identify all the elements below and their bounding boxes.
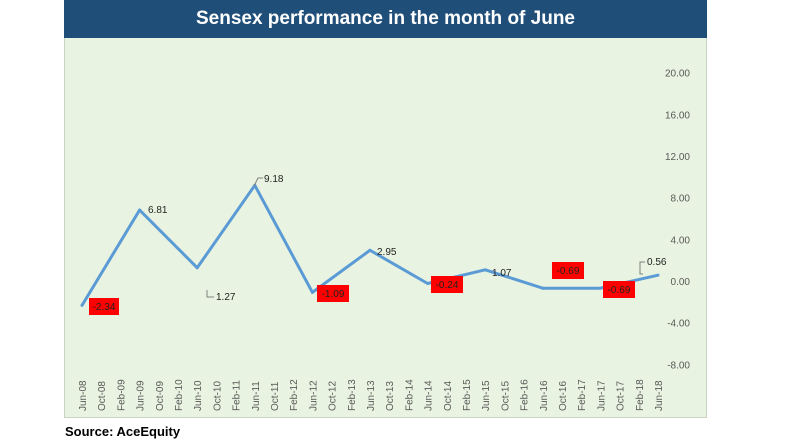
x-tick-label: Oct-17 [616,381,627,411]
y-tick-label: 8.00 [671,194,691,205]
x-tick-label: Jun-17 [596,380,607,411]
x-tick-label: Feb-09 [116,379,127,411]
leader-line [639,261,645,275]
x-tick-label: Jun-10 [193,380,204,411]
x-tick-label: Feb-13 [347,379,358,411]
data-point [656,273,660,277]
y-tick-label: 0.00 [671,277,691,288]
data-point [195,266,199,270]
data-point [138,208,142,212]
x-tick-label: Jun-16 [539,380,550,411]
data-label: -0.69 [557,266,580,277]
y-tick-label: 4.00 [671,235,691,246]
x-tick-label: Oct-14 [443,381,454,411]
data-point [80,303,84,307]
negative-label-box [317,285,349,302]
x-tick-label: Oct-11 [270,381,281,411]
data-label: 0.56 [647,257,667,268]
x-tick-label: Oct-08 [97,381,108,411]
y-tick-label: -4.00 [667,319,690,330]
leader-line [206,290,214,298]
x-tick-label: Feb-10 [174,379,185,411]
x-tick-label: Oct-16 [558,381,569,411]
data-point [541,286,545,290]
data-point [368,248,372,252]
y-tick-label: 16.00 [665,110,690,121]
negative-label-box [431,276,463,293]
x-tick-label: Feb-14 [404,379,415,411]
data-point [310,290,314,294]
series-line [80,183,659,307]
chart-title: Sensex performance in the month of June [64,0,707,38]
x-tick-label: Jun-14 [424,380,435,411]
x-tick-label: Oct-13 [385,381,396,411]
x-tick-label: Oct-10 [212,381,223,411]
data-label: -2.34 [93,302,116,313]
x-tick-label: Feb-11 [232,380,243,411]
x-tick-label: Jun-12 [308,380,319,411]
x-tick-label: Oct-09 [155,381,166,411]
data-point [426,282,430,286]
y-tick-label: 20.00 [665,69,690,80]
data-label: -0.24 [436,280,459,291]
x-tick-label: Oct-15 [500,381,511,411]
y-tick-label: 12.00 [665,152,690,163]
x-tick-label: Feb-16 [520,379,531,411]
data-label: 1.27 [216,292,236,303]
x-tick-label: Feb-15 [462,379,473,411]
data-label: 2.95 [377,247,397,258]
x-tick-label: Jun-09 [136,380,147,411]
x-tick-label: Jun-15 [481,380,492,411]
negative-label-box [603,281,635,298]
y-tick-label: -8.00 [667,360,690,371]
data-label: 1.07 [492,268,512,279]
x-tick-label: Feb-12 [289,379,300,411]
x-tick-label: Oct-12 [328,381,339,411]
source-label: Source: AceEquity [65,424,181,439]
negative-label-box [89,298,119,315]
data-label: -0.69 [608,285,631,296]
negative-label-box [552,262,584,279]
x-tick-label: Jun-08 [78,380,89,411]
data-label: -1.09 [322,289,345,300]
x-tick-label: Jun-11 [251,381,262,411]
x-tick-label: Feb-18 [635,379,646,411]
data-label: 9.18 [264,174,284,185]
data-point [483,268,487,272]
data-label: 6.81 [148,205,168,216]
leader-line [253,177,263,187]
x-tick-label: Jun-18 [654,380,665,411]
x-tick-label: Jun-13 [366,380,377,411]
data-point [598,286,602,290]
x-tick-label: Feb-17 [577,379,588,411]
chart-area [64,0,707,418]
